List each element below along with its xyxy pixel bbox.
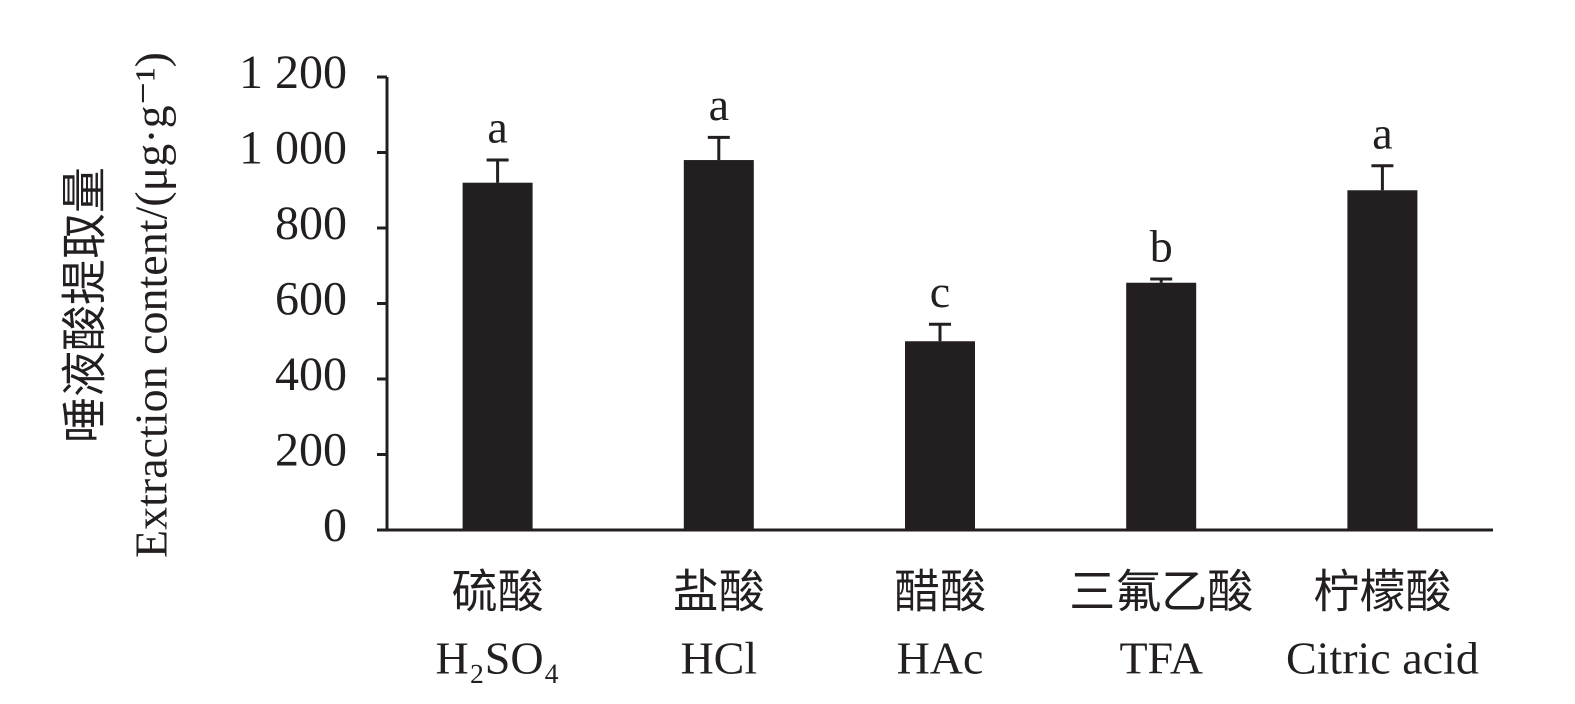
significance-label: a [487, 102, 507, 153]
significance-label: c [930, 266, 950, 317]
bar [905, 341, 975, 530]
x-tick-label-en: H₂SO₄ [436, 633, 560, 684]
x-tick-label-en: TFA [1119, 633, 1203, 684]
bar [1347, 190, 1418, 530]
bar [462, 182, 533, 530]
y-tick-label: 600 [275, 273, 347, 326]
x-tick-label-en: HCl [680, 633, 757, 684]
y-tick-label: 1 200 [239, 46, 347, 99]
error-bar [1150, 277, 1173, 283]
y-tick-label: 800 [275, 197, 347, 250]
bar [1126, 282, 1197, 530]
significance-label: a [1372, 107, 1392, 158]
error-bar [929, 322, 951, 342]
significance-label: b [1150, 221, 1173, 272]
x-tick-label: 柠檬酸 [1313, 567, 1451, 618]
y-axis-title: 唾液酸提取量 Extraction content/(μg·g⁻¹) [60, 52, 177, 558]
x-tick-label-en: HAc [897, 633, 984, 684]
error-bar [707, 135, 730, 161]
x-tick-label-en: Citric acid [1286, 633, 1479, 684]
y-tick-label: 0 [323, 499, 347, 552]
x-tick-label: 醋酸 [894, 567, 986, 618]
bar [683, 160, 754, 531]
y-axis-title-en: Extraction content/(μg·g⁻¹) [126, 52, 177, 558]
y-tick-label: 200 [275, 424, 347, 477]
x-tick-label: 三氟乙酸 [1069, 567, 1253, 618]
y-tick-label: 400 [275, 348, 347, 401]
y-tick-label: 1 000 [239, 122, 347, 175]
x-tick-label: 硫酸 [452, 567, 544, 618]
error-bar [1371, 164, 1394, 191]
x-tick-label: 盐酸 [673, 567, 765, 618]
error-bar [486, 158, 509, 183]
significance-label: a [709, 79, 729, 130]
y-axis-title-cn: 唾液酸提取量 [60, 167, 111, 443]
